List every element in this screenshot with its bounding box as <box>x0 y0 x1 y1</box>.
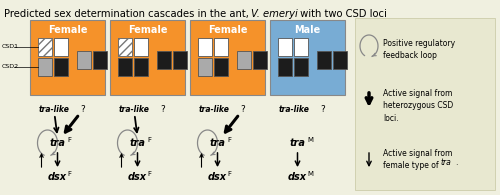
Text: Female: Female <box>128 25 167 35</box>
Text: Predicted sex determination cascades in the ant,: Predicted sex determination cascades in … <box>4 9 252 19</box>
Text: dsx: dsx <box>48 172 67 182</box>
Text: CSD1: CSD1 <box>2 44 19 50</box>
Bar <box>118 38 132 56</box>
Text: F: F <box>68 137 71 143</box>
Bar <box>110 20 185 95</box>
Text: Active signal from
heterozygous CSD
loci.: Active signal from heterozygous CSD loci… <box>383 89 453 123</box>
Text: Female: Female <box>208 25 247 35</box>
Bar <box>30 20 105 95</box>
Text: tra: tra <box>290 138 306 148</box>
Text: F: F <box>228 137 232 143</box>
Bar <box>214 38 228 56</box>
Text: Male: Male <box>294 25 320 35</box>
Text: F: F <box>148 137 152 143</box>
Bar <box>355 18 495 190</box>
Text: Female: Female <box>48 25 88 35</box>
Bar <box>118 58 132 76</box>
Text: M: M <box>308 137 314 143</box>
Bar <box>118 38 132 56</box>
Bar <box>198 38 212 56</box>
Bar <box>253 51 267 69</box>
Bar <box>333 51 347 69</box>
Bar <box>54 58 68 76</box>
Bar <box>38 58 52 76</box>
Bar <box>190 20 265 95</box>
Text: CSD2: CSD2 <box>2 65 19 69</box>
Bar <box>317 51 331 69</box>
Bar <box>134 58 148 76</box>
Text: Positive regulatory
feedback loop: Positive regulatory feedback loop <box>383 39 455 60</box>
Text: dsx: dsx <box>208 172 227 182</box>
Text: ?: ? <box>80 105 85 113</box>
Bar <box>38 38 52 56</box>
Text: .: . <box>455 158 458 167</box>
Text: ?: ? <box>160 105 165 113</box>
Bar <box>294 38 308 56</box>
Bar <box>93 51 107 69</box>
Text: dsx: dsx <box>288 172 307 182</box>
Text: tra: tra <box>50 138 66 148</box>
Bar <box>77 51 91 69</box>
Text: dsx: dsx <box>128 172 147 182</box>
Text: M: M <box>308 171 314 177</box>
Text: V. emeryi: V. emeryi <box>251 9 298 19</box>
Bar <box>294 58 308 76</box>
Bar <box>38 38 52 56</box>
Bar <box>214 58 228 76</box>
Bar <box>134 38 148 56</box>
Text: tra: tra <box>441 158 452 167</box>
Bar <box>173 51 187 69</box>
Text: F: F <box>148 171 152 177</box>
Bar <box>54 38 68 56</box>
Text: tra-like: tra-like <box>279 105 310 113</box>
Bar <box>198 58 212 76</box>
Text: F: F <box>68 171 71 177</box>
Text: with two CSD loci: with two CSD loci <box>297 9 387 19</box>
Text: tra-like: tra-like <box>119 105 150 113</box>
Text: tra-like: tra-like <box>199 105 230 113</box>
Text: tra: tra <box>210 138 226 148</box>
Bar <box>270 20 345 95</box>
Text: F: F <box>228 171 232 177</box>
Text: tra-like: tra-like <box>39 105 70 113</box>
Text: Active signal from
female type of: Active signal from female type of <box>383 149 452 170</box>
Bar <box>157 51 171 69</box>
Text: ?: ? <box>320 105 325 113</box>
Text: tra: tra <box>130 138 146 148</box>
Text: ?: ? <box>240 105 245 113</box>
Bar <box>278 38 292 56</box>
Bar <box>278 58 292 76</box>
Bar <box>237 51 251 69</box>
